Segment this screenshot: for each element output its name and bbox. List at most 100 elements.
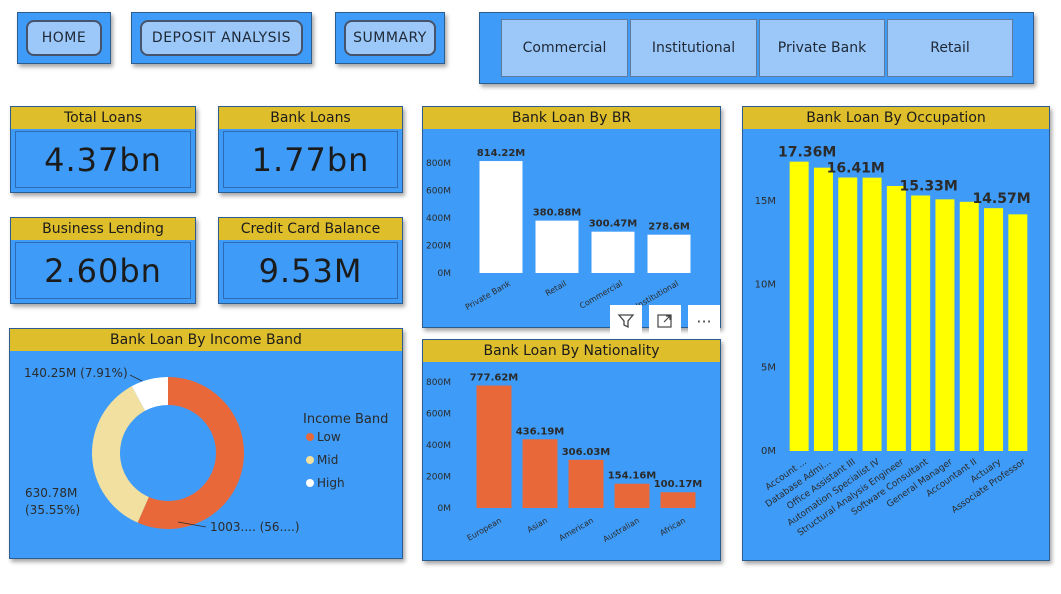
donut-slice-mid — [92, 386, 149, 523]
y-tick-label: 0M — [438, 269, 452, 279]
y-tick-label: 600M — [426, 187, 451, 197]
bar — [813, 167, 833, 451]
deposit-analysis-button-frame[interactable]: DEPOSIT ANALYSIS — [131, 12, 312, 64]
kpi-total-loans: Total Loans 4.37bn — [10, 106, 196, 193]
y-tick-label: 0M — [761, 446, 776, 457]
data-label: 278.6M — [648, 222, 690, 233]
x-tick-label: African — [658, 516, 687, 538]
segment-slicer: Commercial Institutional Private Bank Re… — [479, 12, 1034, 84]
y-tick-label: 400M — [426, 214, 451, 224]
data-label: 300.47M — [589, 219, 638, 230]
bar — [886, 186, 906, 451]
more-options-button[interactable]: ··· — [688, 305, 720, 337]
summary-button[interactable]: SUMMARY — [344, 20, 436, 56]
nationality-chart-svg: 0M 200M 400M 600M 800M 777.62M European 436.19M… — [426, 373, 703, 544]
bar — [984, 208, 1004, 451]
legend-title: Income Band — [303, 412, 388, 427]
income-chart-svg: 1003.... (56....) 630.78M (35.55%) 140.25M … — [24, 366, 388, 534]
legend-item-high: High — [317, 476, 345, 490]
data-label: 436.19M — [516, 426, 565, 437]
kpi-business-lending: Business Lending 2.60bn — [10, 217, 196, 304]
data-label: 100.17M — [654, 479, 703, 490]
x-tick-label: Private Bank — [464, 279, 513, 312]
bar — [614, 483, 650, 508]
bar — [476, 385, 512, 508]
bar — [838, 177, 858, 451]
chart-bank-loan-by-income-band[interactable]: Bank Loan By Income Band 1003.... (56...… — [9, 328, 403, 559]
data-label: 17.36M — [778, 145, 836, 161]
kpi-value: 4.37bn — [15, 131, 191, 188]
chart-title: Bank Loan By Occupation — [743, 107, 1049, 129]
legend-marker — [306, 433, 314, 441]
tab-retail[interactable]: Retail — [887, 19, 1013, 77]
chart-title: Bank Loan By BR — [423, 107, 720, 129]
bar — [959, 201, 979, 451]
summary-button-frame[interactable]: SUMMARY — [335, 12, 445, 64]
legend-marker — [306, 479, 314, 487]
x-tick-label: American — [558, 516, 595, 543]
y-tick-label: 10M — [755, 279, 776, 290]
kpi-label: Bank Loans — [219, 107, 402, 129]
chart-bank-loan-by-nationality[interactable]: Bank Loan By Nationality 0M 200M 400M 600M 8… — [422, 339, 721, 561]
data-label: 380.88M — [533, 208, 582, 219]
kpi-value: 9.53M — [223, 242, 398, 299]
tab-institutional[interactable]: Institutional — [630, 19, 757, 77]
bar — [568, 459, 604, 508]
slice-label-mid-pct: (35.55%) — [25, 503, 80, 517]
data-label: 15.33M — [900, 179, 958, 195]
br-chart-svg: 0M 200M 400M 600M 800M 814.22M Private Bank 380… — [426, 148, 691, 312]
x-tick-label: European — [465, 516, 503, 543]
data-label: 306.03M — [562, 447, 611, 458]
y-tick-label: 15M — [755, 196, 776, 207]
chart-title: Bank Loan By Income Band — [10, 329, 402, 351]
chart-bank-loan-by-br[interactable]: Bank Loan By BR 0M 200M 400M 600M 800M 814.22… — [422, 106, 721, 328]
bar — [591, 231, 635, 273]
data-label: 154.16M — [608, 471, 657, 482]
bar — [535, 220, 579, 273]
deposit-analysis-button[interactable]: DEPOSIT ANALYSIS — [140, 20, 303, 56]
filter-icon[interactable] — [610, 305, 642, 337]
leader-line — [129, 374, 143, 382]
data-label: 16.41M — [827, 161, 885, 177]
tab-private-bank[interactable]: Private Bank — [759, 19, 885, 77]
data-label: 777.62M — [470, 373, 519, 384]
x-tick-label: Retail — [544, 279, 568, 298]
kpi-label: Total Loans — [11, 107, 195, 129]
home-button[interactable]: HOME — [26, 20, 102, 56]
chart-bank-loan-by-occupation[interactable]: Bank Loan By Occupation 0M 5M 10M 15M 17.36M… — [742, 106, 1050, 561]
focus-mode-icon[interactable] — [649, 305, 681, 337]
kpi-bank-loans: Bank Loans 1.77bn — [218, 106, 403, 193]
y-tick-label: 800M — [426, 378, 451, 388]
kpi-value: 2.60bn — [15, 242, 191, 299]
slice-label-high: 140.25M (7.91%) — [24, 366, 128, 380]
bar — [1008, 214, 1028, 451]
donut-slice-high — [131, 377, 168, 411]
x-tick-label: Asian — [526, 516, 549, 535]
donut-slice-low — [137, 377, 244, 529]
slice-label-low: 1003.... (56....) — [210, 520, 300, 534]
y-tick-label: 5M — [761, 363, 776, 374]
tab-commercial[interactable]: Commercial — [501, 19, 628, 77]
chart-title: Bank Loan By Nationality — [423, 340, 720, 362]
data-label: 814.22M — [477, 148, 526, 159]
home-button-frame[interactable]: HOME — [17, 12, 111, 64]
bar — [789, 161, 809, 451]
y-tick-label: 400M — [426, 441, 451, 451]
bar — [660, 492, 696, 508]
kpi-value: 1.77bn — [223, 131, 398, 188]
legend-marker — [306, 456, 314, 464]
x-tick-label: Australian — [601, 516, 641, 544]
leader-line — [177, 521, 207, 528]
bar — [479, 161, 523, 273]
data-label: 14.57M — [972, 191, 1030, 207]
y-tick-label: 200M — [426, 242, 451, 252]
legend-item-mid: Mid — [317, 453, 338, 467]
slice-label-mid: 630.78M — [25, 486, 77, 500]
y-tick-label: 0M — [438, 504, 452, 514]
bar — [522, 439, 558, 508]
kpi-label: Credit Card Balance — [219, 218, 402, 240]
y-tick-label: 600M — [426, 410, 451, 420]
bar — [911, 195, 931, 451]
legend-item-low: Low — [317, 430, 341, 444]
